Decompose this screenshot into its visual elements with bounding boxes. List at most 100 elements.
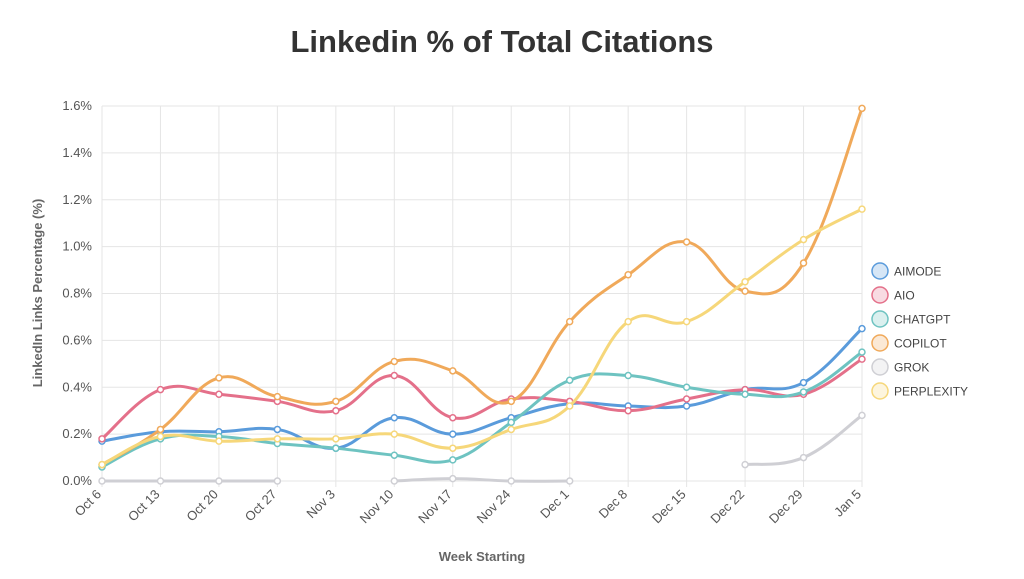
data-point[interactable] — [624, 317, 632, 326]
x-tick-label: Dec 8 — [596, 487, 631, 522]
data-point[interactable] — [390, 413, 399, 422]
series-line — [392, 477, 572, 483]
series-line — [100, 207, 864, 467]
data-point[interactable] — [682, 238, 691, 246]
x-tick-label: Nov 10 — [357, 487, 397, 527]
data-point[interactable] — [565, 477, 574, 485]
data-point[interactable] — [390, 357, 399, 366]
data-point[interactable] — [215, 437, 223, 445]
data-point[interactable] — [741, 278, 749, 286]
data-point[interactable] — [332, 435, 340, 443]
data-point[interactable] — [273, 425, 282, 434]
data-point[interactable] — [449, 474, 457, 483]
data-point[interactable] — [507, 418, 515, 427]
legend-item-grok[interactable]: GROK — [871, 358, 929, 376]
legend-item-chatgpt[interactable]: CHATGPT — [871, 310, 951, 328]
legend-item-aio[interactable]: AIO — [871, 286, 915, 304]
data-point[interactable] — [682, 402, 691, 410]
x-tick-label: Oct 6 — [72, 487, 105, 520]
data-point[interactable] — [98, 460, 106, 469]
data-point[interactable] — [858, 205, 866, 213]
data-point[interactable] — [858, 324, 866, 333]
data-point[interactable] — [332, 444, 340, 452]
data-point[interactable] — [507, 425, 515, 434]
data-point[interactable] — [390, 371, 399, 380]
data-point[interactable] — [390, 430, 399, 438]
data-point[interactable] — [565, 317, 574, 326]
legend-label: COPILOT — [894, 337, 947, 351]
data-point[interactable] — [624, 406, 632, 415]
data-point[interactable] — [624, 371, 632, 380]
data-point[interactable] — [799, 259, 808, 267]
data-point[interactable] — [332, 397, 340, 406]
data-point[interactable] — [507, 477, 515, 485]
data-point[interactable] — [273, 435, 282, 443]
data-point[interactable] — [273, 392, 282, 401]
data-point[interactable] — [215, 390, 223, 399]
data-point[interactable] — [682, 395, 691, 403]
data-point[interactable] — [799, 235, 808, 244]
data-point[interactable] — [156, 477, 165, 485]
data-point[interactable] — [215, 374, 223, 382]
x-tick-label: Dec 22 — [707, 487, 747, 527]
y-tick-label: 1.4% — [62, 145, 92, 160]
data-point[interactable] — [215, 477, 223, 485]
data-point[interactable] — [858, 411, 866, 420]
data-point[interactable] — [799, 453, 808, 462]
data-point[interactable] — [682, 317, 691, 326]
data-point[interactable] — [156, 385, 165, 394]
series-line — [100, 350, 864, 469]
legend-label: CHATGPT — [894, 313, 951, 327]
data-point[interactable] — [858, 104, 866, 113]
data-point[interactable] — [507, 397, 515, 406]
data-point[interactable] — [741, 287, 749, 295]
y-tick-label: 0.4% — [62, 379, 92, 394]
data-point[interactable] — [390, 477, 399, 485]
data-point[interactable] — [156, 425, 165, 434]
data-point[interactable] — [799, 378, 808, 387]
data-point[interactable] — [98, 435, 106, 443]
data-point[interactable] — [98, 477, 106, 485]
legend: AIMODE AIO CHATGPT COPILOT GROK PERPLEXITY — [871, 262, 968, 400]
y-axis-title: LinkedIn Links Percentage (%) — [30, 199, 45, 388]
legend-label: AIMODE — [894, 265, 941, 279]
legend-label: GROK — [894, 361, 929, 375]
series-chatgpt — [98, 348, 866, 471]
data-point[interactable] — [156, 432, 165, 441]
data-point[interactable] — [858, 355, 866, 363]
x-tick-label: Nov 17 — [415, 487, 455, 527]
y-tick-label: 0.8% — [62, 286, 92, 301]
legend-item-copilot[interactable]: COPILOT — [871, 334, 947, 352]
chart-title: Linkedin % of Total Citations — [290, 24, 713, 59]
data-point[interactable] — [449, 444, 457, 452]
y-tick-label: 1.0% — [62, 239, 92, 254]
legend-swatch — [871, 262, 889, 280]
legend-swatch — [871, 286, 889, 304]
legend-swatch — [871, 358, 889, 376]
data-point[interactable] — [624, 271, 632, 279]
data-point[interactable] — [741, 390, 749, 399]
data-point[interactable] — [390, 451, 399, 459]
data-point[interactable] — [565, 376, 574, 384]
data-point[interactable] — [449, 413, 457, 422]
data-point[interactable] — [799, 388, 808, 396]
data-point[interactable] — [449, 456, 457, 464]
x-tick-label: Jan 5 — [831, 487, 864, 520]
data-point[interactable] — [449, 367, 457, 375]
data-point[interactable] — [858, 348, 866, 356]
x-tick-label: Dec 1 — [537, 487, 572, 522]
legend-item-aimode[interactable]: AIMODE — [871, 262, 941, 280]
data-point[interactable] — [332, 406, 340, 415]
legend-label: AIO — [894, 289, 915, 303]
data-point[interactable] — [682, 383, 691, 391]
x-tick-label: Nov 3 — [303, 487, 338, 522]
y-tick-label: 0.2% — [62, 426, 92, 441]
y-tick-label: 0.0% — [62, 473, 92, 488]
data-point[interactable] — [741, 460, 749, 469]
data-point[interactable] — [273, 477, 282, 485]
data-point[interactable] — [565, 402, 574, 410]
data-point[interactable] — [449, 430, 457, 438]
legend-item-perplexity[interactable]: PERPLEXITY — [871, 382, 968, 400]
x-tick-label: Nov 24 — [474, 487, 514, 527]
